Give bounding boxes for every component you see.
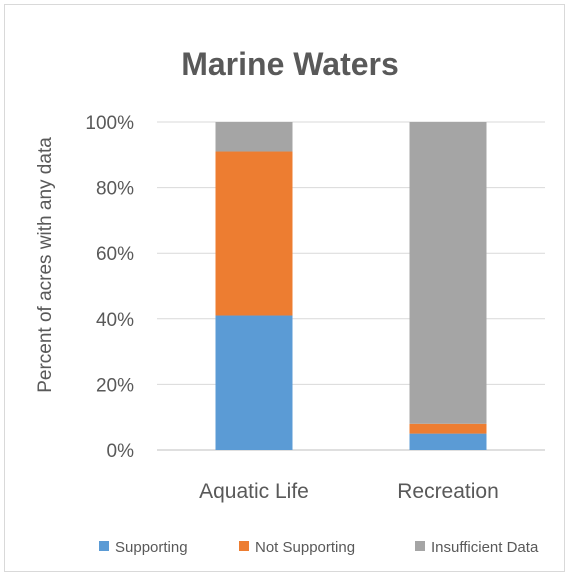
x-tick-label: Recreation	[397, 480, 499, 503]
chart-title: Marine Waters	[181, 46, 399, 82]
legend-swatch	[415, 541, 425, 551]
legend-label: Supporting	[115, 539, 188, 556]
bar-segment	[215, 151, 293, 316]
bars	[215, 122, 487, 450]
bar-segment	[409, 122, 487, 424]
bar-segment	[409, 433, 487, 450]
y-tick-label: 0%	[107, 441, 135, 462]
legend-swatch	[99, 541, 109, 551]
legend-swatch	[239, 541, 249, 551]
legend-label: Not Supporting	[255, 539, 355, 556]
y-tick-label: 60%	[96, 244, 134, 265]
y-axis-label: Percent of acres with any data	[35, 137, 56, 393]
legend-label: Insufficient Data	[431, 539, 539, 556]
x-tick-label: Aquatic Life	[199, 480, 309, 503]
x-tick-labels: Aquatic Life Recreation	[199, 480, 499, 503]
y-tick-label: 20%	[96, 375, 134, 396]
bar-segment	[215, 315, 293, 450]
y-tick-label: 80%	[96, 179, 134, 200]
y-tick-labels: 0% 20% 40% 60% 80% 100%	[85, 113, 134, 462]
y-tick-label: 100%	[85, 113, 134, 134]
gridlines	[157, 121, 545, 451]
y-tick-label: 40%	[96, 310, 134, 331]
bar-segment	[409, 423, 487, 434]
legend: Supporting Not Supporting Insufficient Dat…	[99, 539, 539, 556]
bar-segment	[215, 122, 293, 152]
